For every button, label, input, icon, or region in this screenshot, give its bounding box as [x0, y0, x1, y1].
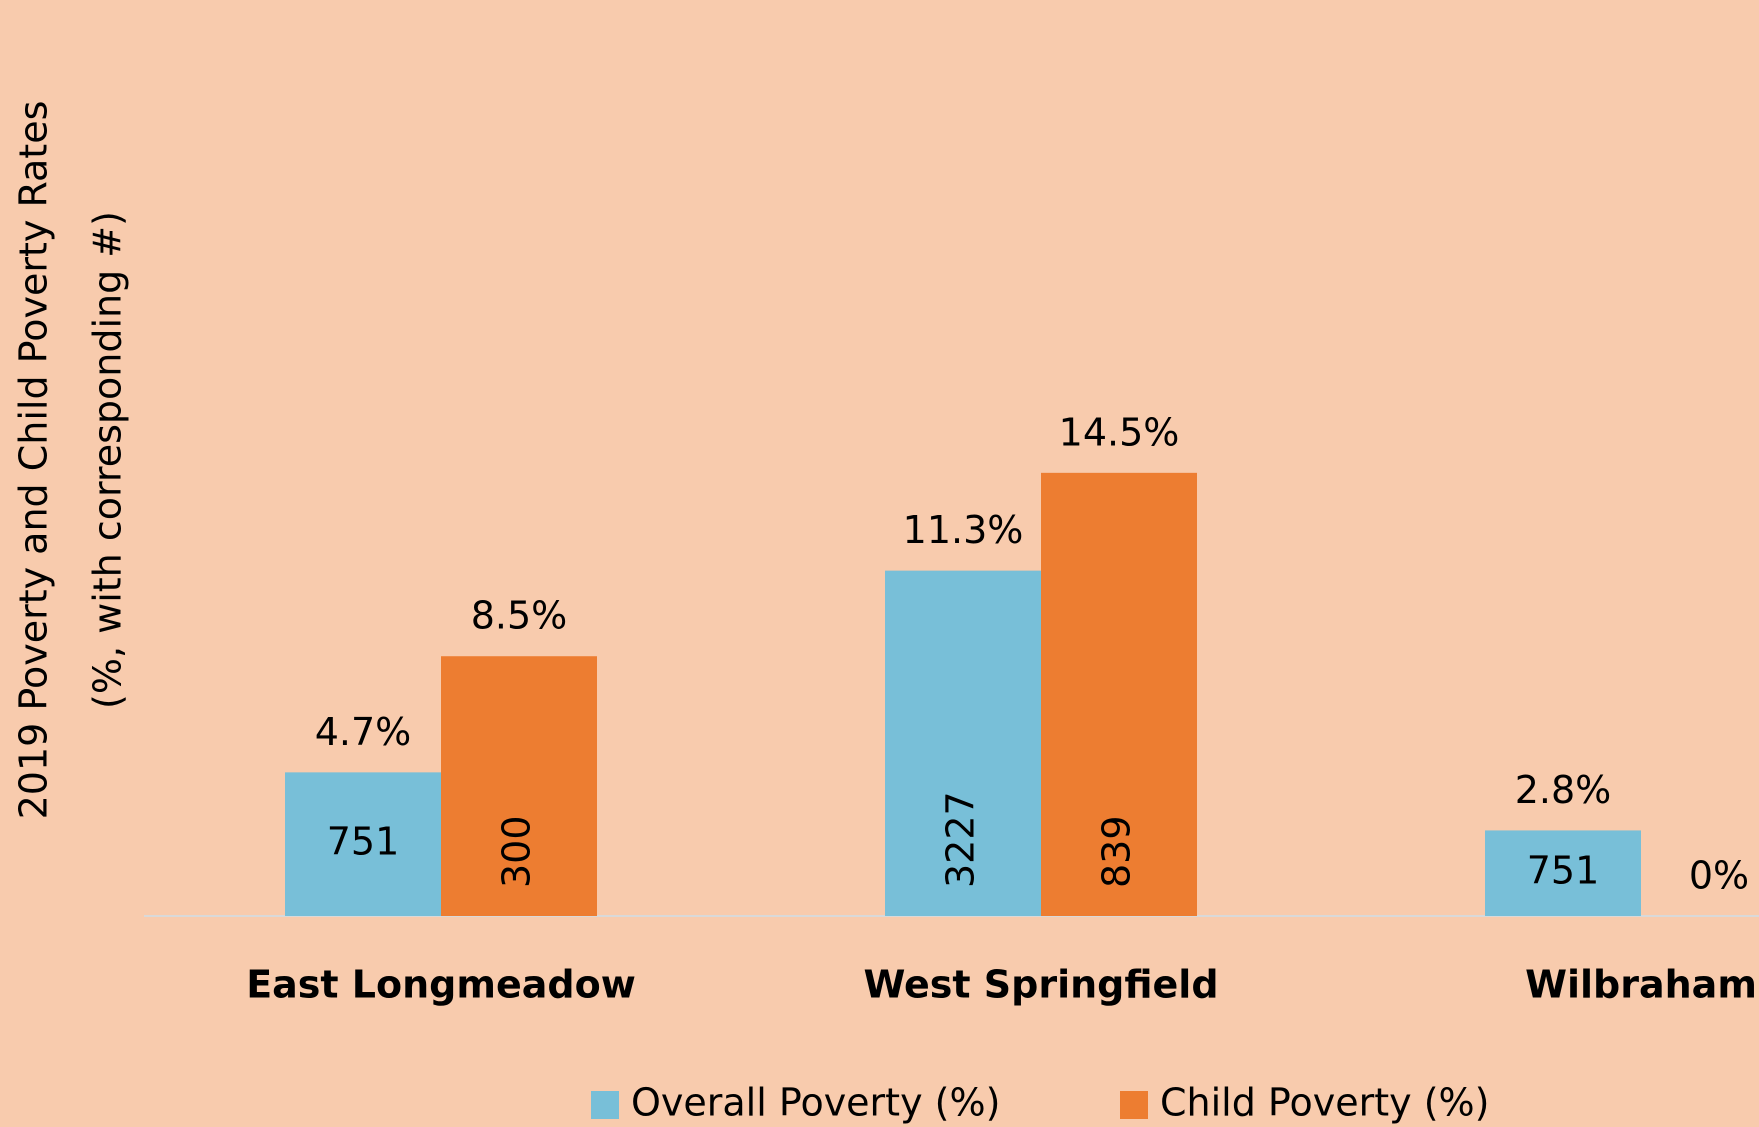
count-label: 839 — [1095, 815, 1139, 888]
legend-swatch — [1120, 1091, 1148, 1119]
value-label: 0% — [1689, 854, 1749, 898]
bar — [1041, 472, 1197, 916]
x-tick-label: Wilbraham — [1525, 963, 1757, 1007]
count-label: 3227 — [939, 791, 983, 888]
legend-swatch — [591, 1091, 619, 1119]
legend-label: Overall Poverty (%) — [631, 1081, 1000, 1125]
bar — [885, 570, 1041, 916]
value-label: 8.5% — [471, 594, 568, 638]
x-tick-label: East Longmeadow — [246, 963, 636, 1007]
value-label: 2.8% — [1515, 768, 1612, 812]
count-label: 751 — [327, 820, 400, 864]
bar — [285, 772, 441, 916]
bar — [1485, 830, 1641, 916]
value-label: 4.7% — [315, 710, 412, 754]
value-label: 11.3% — [903, 508, 1024, 552]
legend-label: Child Poverty (%) — [1160, 1081, 1489, 1125]
count-label: 300 — [495, 815, 539, 888]
count-label: 751 — [1527, 849, 1600, 893]
bar — [441, 656, 597, 916]
y-axis-subtitle: (%, with corresponding #) — [86, 211, 130, 709]
x-tick-label: West Springfield — [863, 963, 1218, 1007]
y-axis-title: 2019 Poverty and Child Poverty Rates — [12, 101, 56, 820]
value-label: 14.5% — [1059, 410, 1180, 454]
